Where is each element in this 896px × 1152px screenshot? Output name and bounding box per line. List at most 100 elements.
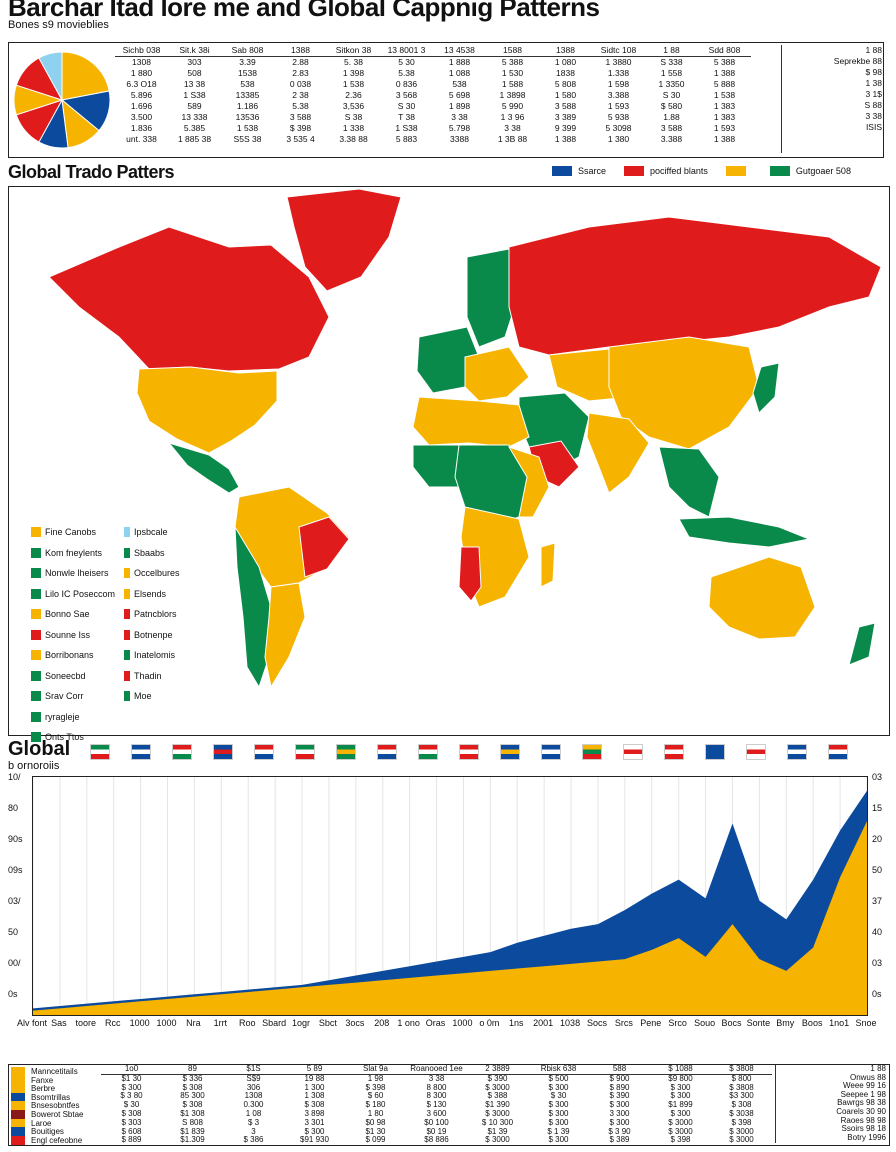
map-legend-item: Kom fneylents — [31, 547, 102, 558]
bottom-table-cell: $ 388 — [487, 1091, 508, 1101]
map-legend-swatch — [31, 588, 41, 599]
top-table-cell: 1 383 — [713, 101, 736, 111]
top-table-cell: 1 3350 — [658, 79, 685, 89]
bottom-table-row: Bsomtrillas — [11, 1092, 70, 1103]
top-table-right-cell: S 88 — [864, 100, 883, 110]
top-table-cell: 5 3098 — [605, 123, 632, 133]
x-tick: Nra — [186, 1018, 201, 1028]
map-title: Global Trado Patters — [8, 162, 175, 182]
x-tick: 1000 — [452, 1018, 473, 1028]
legend-swatch — [552, 166, 572, 176]
top-table-cell: 3 588 — [289, 112, 312, 122]
x-tick: Oras — [425, 1018, 446, 1028]
top-table-right-cell: 3 1$ — [865, 89, 882, 99]
top-table-cell: 2 38 — [292, 90, 309, 100]
top-table-column: Sab 808 3.39 1538 538 13385 1.186 13536 1 538 S5… — [221, 45, 274, 145]
top-table-header: 1388 — [274, 45, 327, 57]
top-table-cell: 5. 38 — [344, 57, 363, 67]
map-legend-label: Onts Ttos — [45, 732, 84, 742]
flag-icon — [213, 744, 233, 760]
bottom-table-swatch — [11, 1110, 25, 1119]
bottom-table-header: 1o0 — [101, 1064, 162, 1075]
legend-swatch — [725, 166, 746, 176]
legend-label: pociffed blants — [650, 166, 708, 176]
bottom-table-row: Bouitiges — [11, 1126, 64, 1137]
bottom-table-row: Berbre — [11, 1083, 55, 1094]
legend-swatch — [769, 166, 790, 176]
x-tick: Bocs — [721, 1018, 742, 1028]
bottom-table-cell: $1 899 — [668, 1100, 693, 1110]
bottom-table-cell: $ 3000 — [729, 1126, 754, 1136]
bottom-table-cell: $ 900 — [609, 1073, 630, 1083]
map-legend-swatch — [31, 629, 41, 640]
y-tick-left: 0s — [8, 989, 18, 999]
bottom-table-cell: $1 30 — [121, 1073, 142, 1083]
flag-icon — [746, 744, 766, 760]
map-region-mexico — [167, 442, 240, 494]
map-legend-label: Botnenpe — [134, 629, 173, 640]
top-table-cell: 1 388 — [713, 68, 736, 78]
top-table-cell: 3 535 4 — [286, 134, 315, 144]
bottom-table-cell: 1 308 — [304, 1091, 325, 1101]
bottom-table-cell: S 808 — [182, 1117, 203, 1127]
bottom-table-cell: $ 308 — [731, 1100, 752, 1110]
bottom-table-header: 5 89 — [284, 1064, 345, 1075]
bottom-table-right-cell: Raoes 98 98 — [840, 1115, 886, 1125]
x-tick: 1ogr — [292, 1018, 311, 1028]
x-tick: Sbct — [318, 1018, 337, 1028]
bottom-table-cell: 1 98 — [367, 1073, 384, 1083]
bottom-table-header: Roanooed 1ee — [406, 1064, 467, 1075]
map-region-canada — [48, 226, 330, 372]
map-region-russia — [508, 216, 882, 356]
bottom-table-column: 89 $ 336 $ 308 85 300 $ 308 $1 308 S 808 $1 839… — [162, 1064, 223, 1145]
top-table-cell: 3 38 — [451, 112, 468, 122]
top-table-cell: 3.388 — [607, 90, 630, 100]
bottom-table-label: Laroe — [31, 1118, 52, 1128]
top-table-cell: 3.388 — [660, 134, 683, 144]
bottom-table-cell: $ 300 — [670, 1091, 691, 1101]
top-table-cell: 1 S38 — [183, 90, 206, 100]
bottom-table-swatch — [11, 1118, 25, 1128]
top-table-right-cell: Seprekbe 88 — [833, 56, 882, 66]
top-table-cell: 1 3880 — [605, 57, 632, 67]
top-table-cell: 6.3 O18 — [126, 79, 157, 89]
map-legend-swatch — [124, 588, 130, 599]
bottom-table-column: Rbisk 638 $ 500 $ 300 $ 30 $ 300 $ 300 $ 300 $ … — [528, 1064, 589, 1145]
top-table-column: 1588 5 388 1 530 1 588 1 3898 5 990 1 3 96 3 38… — [486, 45, 539, 145]
bottom-table-cell: 8 800 — [426, 1082, 447, 1092]
map-legend-item: Patncblors — [124, 609, 177, 619]
x-tick: Srco — [668, 1018, 687, 1028]
flag-icon — [828, 744, 848, 760]
y-tick-left: 90s — [8, 834, 23, 844]
top-table-right-cell: 1 88 — [865, 45, 882, 55]
bottom-table-cell: $ 300 — [609, 1117, 630, 1127]
area-chart — [32, 777, 868, 1015]
x-tick: Roo — [238, 1018, 256, 1028]
top-table-cell: 3 389 — [554, 112, 577, 122]
top-table-cell: 13 38 — [183, 79, 206, 89]
top-table-cell: S 338 — [660, 57, 683, 67]
bottom-table-cell: $1 39 — [487, 1126, 508, 1136]
legend-label: Gutgoaer 508 — [795, 166, 851, 176]
x-tick: 1rrt — [213, 1018, 228, 1028]
x-tick: Socs — [586, 1018, 607, 1028]
y-tick-left: 10/ — [8, 772, 21, 782]
map-legend-item: Bonno Sae — [31, 609, 90, 619]
bottom-table-swatch — [11, 1127, 25, 1137]
top-table-cell: 1 588 — [501, 79, 524, 89]
map-legend-item: Botnenpe — [124, 629, 173, 640]
bottom-table-column: 2 3889 $ 390 $ 3000 $ 388 $1 390 $ 3000 $ 10 3… — [467, 1064, 528, 1145]
bottom-table-cell: $ 386 — [243, 1135, 264, 1145]
bottom-table-cell: $ 300 — [609, 1100, 630, 1110]
y-tick-left: 03/ — [8, 896, 21, 906]
y-tick-right: 15 — [872, 803, 883, 813]
top-table-cell: 303 — [187, 57, 202, 67]
bottom-table-header: $1S — [223, 1064, 284, 1075]
bottom-table-cell: 8 300 — [426, 1091, 447, 1101]
top-table-header: Sitkon 38 — [327, 45, 380, 57]
map-legend-swatch — [31, 547, 41, 558]
map-region-new-zealand — [848, 622, 876, 666]
bottom-table-cell: $ 389 — [609, 1135, 630, 1145]
bottom-table-row: Bnsesobntfes — [11, 1100, 79, 1111]
